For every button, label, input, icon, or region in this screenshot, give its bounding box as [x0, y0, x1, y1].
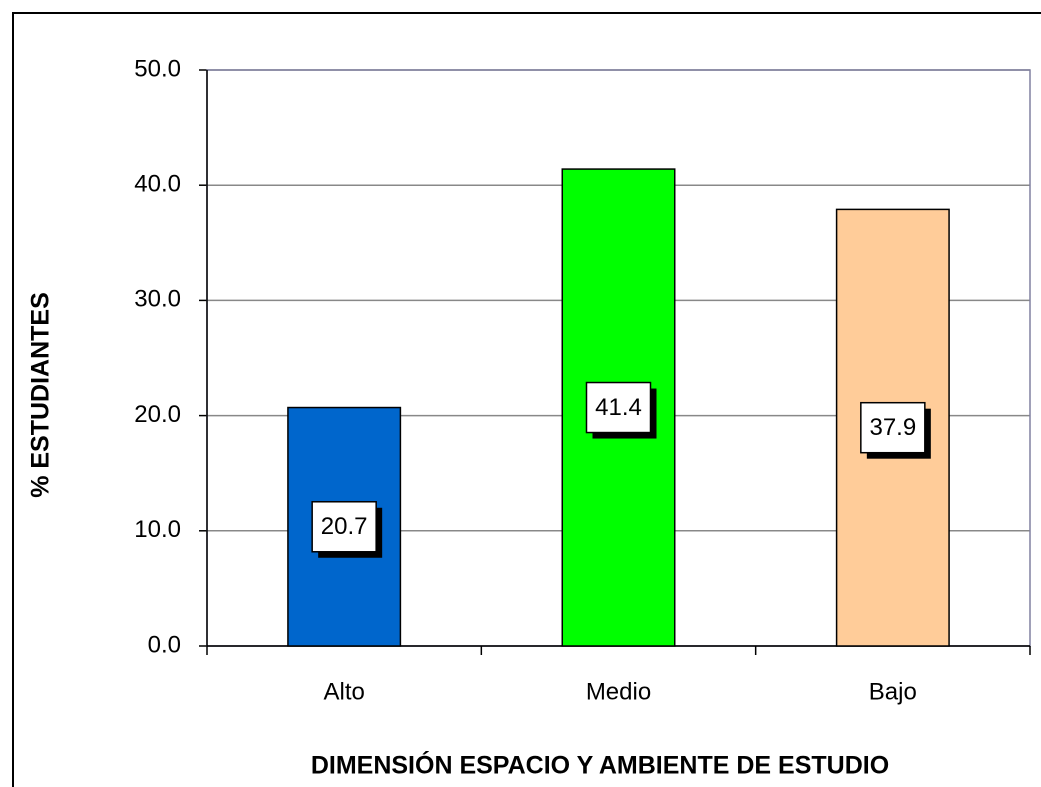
y-tick-label: 30.0 [134, 286, 181, 313]
data-label: 37.9 [869, 414, 916, 441]
data-label: 41.4 [595, 394, 642, 421]
data-label: 20.7 [321, 513, 368, 540]
x-tick-label: Medio [586, 678, 651, 705]
data-label-box [311, 501, 377, 553]
x-tick-label: Bajo [869, 678, 917, 705]
data-label-box [860, 401, 926, 454]
y-tick-label: 0.0 [148, 631, 181, 658]
x-axis-title: DIMENSIÓN ESPACIO Y AMBIENTE DE ESTUDIO [311, 750, 889, 780]
y-tick-label: 40.0 [134, 171, 181, 198]
y-axis-title: % ESTUDIANTES [27, 292, 55, 498]
x-tick-label: Alto [323, 678, 364, 705]
data-label-box [585, 381, 652, 434]
y-tick-label: 10.0 [134, 516, 181, 543]
y-tick-label: 20.0 [134, 401, 181, 428]
y-tick-label: 50.0 [134, 55, 181, 82]
